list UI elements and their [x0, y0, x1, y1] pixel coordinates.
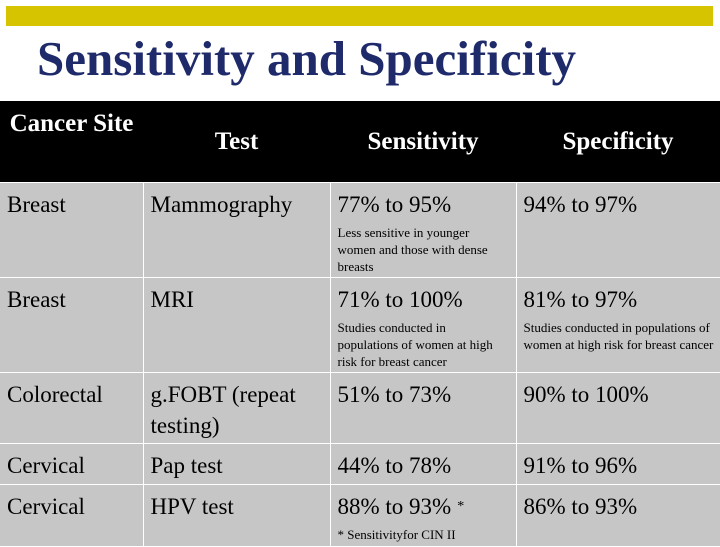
table-row: Breast Mammography 77% to 95% Less sensi… — [0, 182, 720, 278]
table-header-row: Cancer Site Test Sensitivity Specificity — [0, 101, 720, 183]
sensitivity-specificity-table: Cancer Site Test Sensitivity Specificity… — [0, 101, 720, 547]
sensitivity-note: Less sensitive in younger women and thos… — [337, 225, 488, 274]
specificity-note: Studies conducted in populations of wome… — [523, 320, 714, 352]
header-sensitivity: Sensitivity — [330, 101, 516, 183]
cell-test: Pap test — [142, 443, 331, 485]
cell-specificity: 90% to 100% — [515, 372, 720, 444]
header-specificity: Specificity — [516, 101, 720, 183]
cell-site: Colorectal — [0, 372, 144, 444]
sensitivity-note: * Sensitivityfor CIN II — [337, 527, 456, 542]
table-row: Cervical Pap test 44% to 78% 91% to 96% — [0, 443, 720, 485]
top-accent-bar — [6, 6, 713, 26]
page-title: Sensitivity and Specificity — [37, 31, 577, 86]
sensitivity-note: Studies conducted in populations of wome… — [337, 320, 493, 369]
cell-site: Cervical — [0, 443, 144, 485]
cell-test: Mammography — [142, 182, 331, 278]
specificity-value: 86% to 93% — [523, 494, 638, 519]
cell-sensitivity: 44% to 78% — [329, 443, 517, 485]
sensitivity-value: 44% to 78% — [337, 453, 452, 478]
cell-specificity: 91% to 96% — [515, 443, 720, 485]
table-row: Cervical HPV test 88% to 93% * * Sensitiv… — [0, 484, 720, 547]
specificity-value: 94% to 97% — [523, 192, 638, 217]
cell-sensitivity: 88% to 93% * * Sensitivityfor CIN II — [329, 484, 517, 547]
cell-test: g.FOBT (repeat testing) — [142, 372, 331, 444]
cell-sensitivity: 77% to 95% Less sensitive in younger wom… — [329, 182, 517, 278]
specificity-value: 81% to 97% — [523, 287, 638, 312]
header-cancer-site: Cancer Site — [0, 101, 143, 183]
specificity-value: 91% to 96% — [523, 453, 638, 478]
footnote-marker: * — [457, 499, 465, 514]
table-row: Colorectal g.FOBT (repeat testing) 51% t… — [0, 372, 720, 444]
cell-specificity: 86% to 93% — [515, 484, 720, 547]
cell-sensitivity: 71% to 100% Studies conducted in populat… — [329, 277, 517, 373]
cell-site: Breast — [0, 277, 144, 373]
table-row: Breast MRI 71% to 100% Studies conducted… — [0, 277, 720, 373]
cell-sensitivity: 51% to 73% — [329, 372, 517, 444]
cell-site: Breast — [0, 182, 144, 278]
cell-test: HPV test — [142, 484, 331, 547]
sensitivity-value: 51% to 73% — [337, 382, 452, 407]
sensitivity-value: 71% to 100% — [337, 287, 463, 312]
cell-site: Cervical — [0, 484, 144, 547]
cell-specificity: 94% to 97% — [515, 182, 720, 278]
header-test: Test — [143, 101, 330, 183]
cell-specificity: 81% to 97% Studies conducted in populati… — [515, 277, 720, 373]
sensitivity-value: 88% to 93% — [337, 494, 452, 519]
sensitivity-value: 77% to 95% — [337, 192, 452, 217]
cell-test: MRI — [142, 277, 331, 373]
specificity-value: 90% to 100% — [523, 382, 649, 407]
